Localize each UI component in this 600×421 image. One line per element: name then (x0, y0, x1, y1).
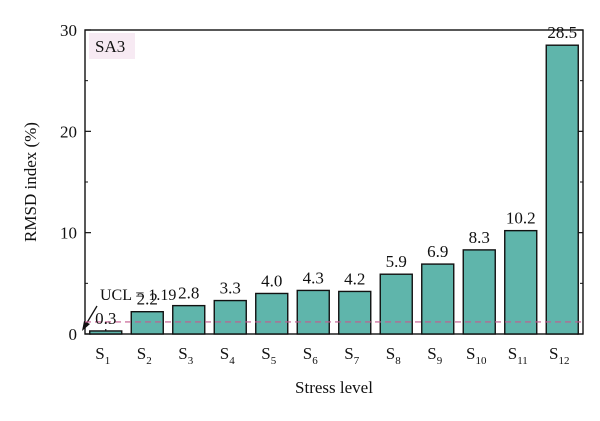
data-label: 2.8 (178, 284, 199, 303)
data-label: 0.3 (95, 309, 116, 328)
bar (462, 249, 496, 335)
bar (172, 304, 206, 335)
bar (296, 289, 330, 335)
threshold-label: UCL = 1.19 (100, 287, 176, 304)
x-tick-label: S1 (95, 344, 110, 367)
x-tick-label: S8 (386, 344, 401, 367)
x-tick-label: S7 (344, 344, 359, 367)
data-label: 5.9 (386, 252, 407, 271)
x-tick-label: S3 (178, 344, 193, 367)
data-label: 3.3 (220, 279, 241, 298)
y-axis-label: RMSD index (%) (21, 122, 40, 242)
x-tick-label: S5 (261, 344, 276, 367)
x-tick-labels: S1 S2 S3 S4 S5 S6 S7 S8 S9 S10 S11 S12 (95, 344, 569, 367)
y-tick-label: 0 (69, 325, 78, 344)
data-label: 4.2 (344, 269, 365, 288)
x-tick-label: S4 (220, 344, 235, 367)
data-label: 4.0 (261, 271, 282, 290)
x-axis-label: Stress level (295, 378, 373, 397)
x-tick-label: S11 (508, 344, 528, 367)
data-label: 6.9 (427, 242, 448, 261)
data-label: 28.5 (547, 23, 577, 42)
data-label: 10.2 (506, 209, 536, 228)
bar (338, 290, 372, 335)
x-tick-label: S9 (427, 344, 442, 367)
value-labels: 0.3 2.2 2.8 3.3 4.0 4.3 4.2 5.9 6.9 8.3 10.2 28.5 (95, 23, 577, 328)
bars (89, 44, 579, 335)
x-tick-label: S6 (303, 344, 318, 367)
threshold-arrowhead (82, 321, 90, 331)
data-label: 2.2 (137, 290, 158, 309)
bar (213, 299, 247, 335)
y-tick-label: 20 (60, 122, 77, 141)
bar (545, 44, 579, 335)
bar (504, 229, 538, 335)
x-tick-label: S10 (466, 344, 487, 367)
y-tick-label: 10 (60, 224, 77, 243)
panel-label-background (89, 33, 135, 59)
y-tick-label: 30 (60, 21, 77, 40)
bar (421, 263, 455, 335)
bar (89, 330, 123, 335)
panel-label: SA3 (95, 37, 125, 56)
data-label: 4.3 (303, 268, 324, 287)
x-tick-label: S12 (549, 344, 569, 367)
bar (130, 311, 164, 335)
bar (255, 292, 289, 335)
bar (379, 273, 413, 335)
axis-ticks: 0 10 20 30 (60, 21, 583, 344)
x-tick-label: S2 (137, 344, 152, 367)
data-label: 8.3 (469, 228, 490, 247)
